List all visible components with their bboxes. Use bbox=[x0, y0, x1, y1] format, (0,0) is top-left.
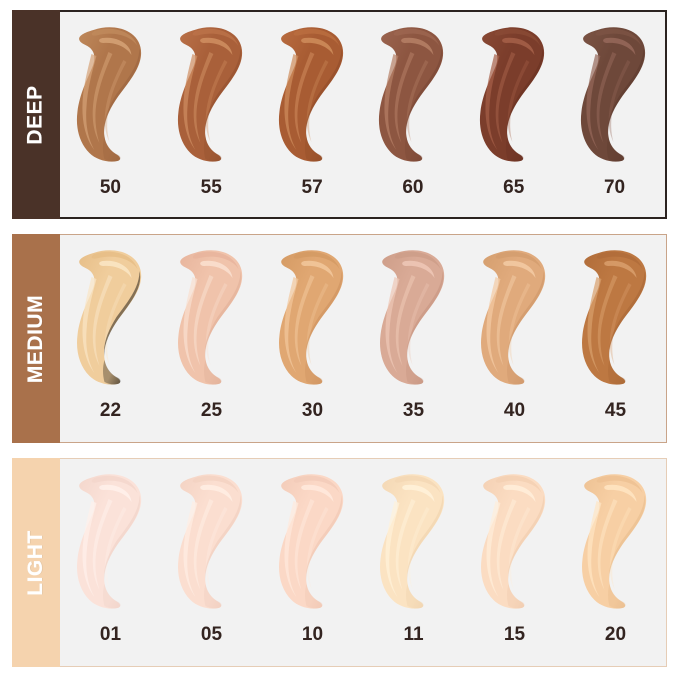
swatch-cell[interactable]: 45 bbox=[565, 235, 666, 442]
swatch-smear-10 bbox=[262, 471, 363, 621]
shade-code-label: 60 bbox=[402, 177, 424, 198]
swatch-cell[interactable]: 05 bbox=[161, 459, 262, 666]
shade-code-label: 65 bbox=[503, 177, 525, 198]
swatch-smear-11 bbox=[363, 471, 464, 621]
sidebar-label-medium: MEDIUM bbox=[24, 294, 48, 383]
swatch-cell[interactable]: 22 bbox=[60, 235, 161, 442]
swatch-cell[interactable]: 01 bbox=[60, 459, 161, 666]
swatch-smear-15 bbox=[464, 471, 565, 621]
shade-code-label: 11 bbox=[403, 624, 424, 645]
shade-code-label: 05 bbox=[200, 624, 223, 645]
shade-code-label: 70 bbox=[603, 177, 626, 198]
shade-code-label: 55 bbox=[200, 177, 222, 198]
swatch-cell[interactable]: 55 bbox=[161, 12, 262, 217]
sidebar-label-deep: DEEP bbox=[24, 84, 47, 145]
sidebar-deep: DEEP bbox=[12, 10, 60, 219]
swatch-cell[interactable]: 35 bbox=[363, 235, 464, 442]
swatch-smear-40 bbox=[464, 247, 565, 397]
swatch-smear-65 bbox=[463, 24, 564, 174]
shade-group-light: LIGHT 01 05 10 11 15 20 bbox=[12, 458, 667, 667]
shade-code-label: 35 bbox=[402, 400, 425, 421]
swatch-cell[interactable]: 50 bbox=[60, 12, 161, 217]
swatch-cell[interactable]: 30 bbox=[262, 235, 363, 442]
swatch-cell[interactable]: 57 bbox=[262, 12, 363, 217]
shade-group-medium: MEDIUM 22 25 30 35 40 45 bbox=[12, 234, 667, 443]
shade-code-label: 50 bbox=[99, 177, 121, 198]
swatch-smear-35 bbox=[363, 247, 464, 397]
swatch-smear-55 bbox=[161, 24, 262, 174]
swatch-cell[interactable]: 20 bbox=[565, 459, 666, 666]
swatch-smear-50 bbox=[60, 24, 161, 174]
shade-code-label: 25 bbox=[200, 400, 223, 421]
swatch-cell[interactable]: 40 bbox=[464, 235, 565, 442]
swatch-row-light: 01 05 10 11 15 20 bbox=[60, 458, 667, 667]
swatch-smear-60 bbox=[362, 24, 463, 174]
shade-code-label: 30 bbox=[301, 400, 324, 421]
shade-code-label: 10 bbox=[301, 624, 324, 645]
shade-code-label: 45 bbox=[604, 400, 627, 421]
swatch-smear-05 bbox=[161, 471, 262, 621]
swatch-smear-01 bbox=[60, 471, 161, 621]
swatch-cell[interactable]: 70 bbox=[564, 12, 665, 217]
shade-code-label: 20 bbox=[604, 624, 627, 645]
swatch-smear-20 bbox=[565, 471, 666, 621]
shade-code-label: 22 bbox=[99, 400, 122, 421]
sidebar-light: LIGHT bbox=[12, 458, 60, 667]
swatch-cell[interactable]: 65 bbox=[463, 12, 564, 217]
swatch-smear-57 bbox=[262, 24, 363, 174]
shade-code-label: 15 bbox=[503, 624, 526, 645]
swatch-smear-22 bbox=[60, 247, 161, 397]
swatch-smear-45 bbox=[565, 247, 666, 397]
shade-code-label: 40 bbox=[503, 400, 526, 421]
swatch-cell[interactable]: 15 bbox=[464, 459, 565, 666]
shade-code-label: 57 bbox=[301, 177, 323, 198]
swatch-row-deep: 50 55 57 60 65 70 bbox=[60, 10, 667, 219]
shade-code-label: 01 bbox=[99, 624, 122, 645]
swatch-row-medium: 22 25 30 35 40 45 bbox=[60, 234, 667, 443]
swatch-cell[interactable]: 60 bbox=[362, 12, 463, 217]
swatch-cell[interactable]: 11 bbox=[363, 459, 464, 666]
sidebar-label-light: LIGHT bbox=[24, 529, 47, 596]
swatch-smear-25 bbox=[161, 247, 262, 397]
sidebar-medium: MEDIUM bbox=[12, 234, 60, 443]
swatch-smear-70 bbox=[564, 24, 665, 174]
swatch-smear-30 bbox=[262, 247, 363, 397]
swatch-cell[interactable]: 10 bbox=[262, 459, 363, 666]
shade-group-deep: DEEP 50 55 57 60 65 70 bbox=[12, 10, 667, 219]
swatch-cell[interactable]: 25 bbox=[161, 235, 262, 442]
